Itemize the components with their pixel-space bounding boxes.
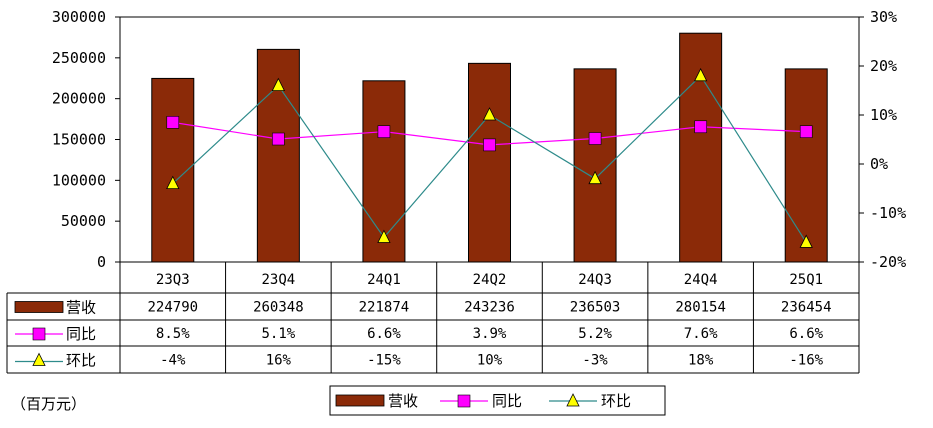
left-axis-tick-label: 0	[97, 253, 106, 271]
category-label-24Q3: 24Q3	[578, 272, 612, 288]
legend-key-yoy-marker	[457, 394, 471, 408]
bar-24Q2	[468, 62, 511, 263]
yoy-point-24Q4	[694, 120, 707, 134]
right-axis-tick-label: -10%	[870, 204, 906, 222]
category-label-24Q4: 24Q4	[684, 272, 718, 288]
category-label-24Q1: 24Q1	[367, 272, 401, 288]
table-cell-yoy-25Q1: 6.6%	[789, 326, 823, 342]
left-axis-tick-label: 200000	[52, 90, 106, 108]
table-cell-revenue-24Q1: 221874	[359, 300, 410, 316]
table-key-yoy-marker	[32, 327, 46, 341]
table-cell-qoq-24Q4: 18%	[688, 353, 714, 369]
qoq-point-24Q2	[482, 107, 497, 121]
table-cell-revenue-23Q4: 260348	[253, 300, 304, 316]
table-cell-qoq-25Q1: -16%	[789, 353, 823, 369]
category-label-23Q4: 23Q4	[261, 272, 295, 288]
qoq-point-23Q4	[271, 77, 286, 91]
category-label-23Q3: 23Q3	[156, 272, 190, 288]
table-cell-yoy-24Q4: 7.6%	[684, 326, 718, 342]
right-axis-tick-label: 0%	[870, 155, 888, 173]
yoy-point-24Q1	[377, 125, 391, 138]
qoq-point-24Q4	[693, 67, 708, 82]
qoq-point-24Q1	[377, 229, 391, 243]
table-key-qoq-marker	[32, 352, 46, 366]
table-cell-yoy-23Q3: 8.5%	[156, 326, 190, 342]
table-cell-yoy-24Q3: 5.2%	[578, 326, 612, 342]
table-cell-revenue-24Q3: 236503	[570, 300, 621, 316]
right-axis-tick-label: 10%	[870, 106, 897, 124]
table-cell-qoq-23Q4: 16%	[266, 353, 292, 369]
table-cell-revenue-24Q4: 280154	[675, 300, 726, 316]
table-cell-yoy-24Q2: 3.9%	[473, 326, 507, 342]
table-key-revenue	[14, 301, 64, 313]
category-label-24Q2: 24Q2	[473, 272, 507, 288]
bar-23Q4	[256, 48, 300, 263]
right-axis-tick-label: 30%	[870, 8, 897, 26]
table-cell-qoq-24Q3: -3%	[582, 353, 608, 369]
bar-24Q3	[573, 68, 617, 263]
yoy-point-23Q3	[166, 116, 180, 129]
legend-label-revenue: 营收	[388, 392, 418, 410]
table-cell-qoq-24Q1: -15%	[367, 353, 401, 369]
qoq-point-25Q1	[799, 234, 813, 248]
right-axis-tick-label: -20%	[870, 253, 906, 271]
table-row-label-revenue: 营收	[66, 299, 96, 317]
left-axis-tick-label: 150000	[52, 131, 106, 149]
table-cell-revenue-25Q1: 236454	[781, 300, 832, 316]
unit-label: （百万元）	[11, 395, 86, 413]
yoy-point-23Q4	[272, 132, 285, 146]
left-axis-tick-label: 300000	[52, 8, 106, 26]
right-axis-tick-label: 20%	[870, 57, 897, 75]
bar-25Q1	[784, 68, 828, 263]
legend-label-yoy: 同比	[492, 392, 522, 410]
legend-key-qoq-marker	[566, 393, 580, 407]
legend-key-revenue	[335, 394, 385, 407]
yoy-point-24Q2	[483, 138, 496, 152]
table-row-label-qoq: 环比	[66, 352, 96, 370]
legend-label-qoq: 环比	[601, 392, 631, 410]
table-cell-revenue-23Q3: 224790	[147, 300, 198, 316]
table-cell-qoq-23Q3: -4%	[160, 353, 186, 369]
table-cell-yoy-24Q1: 6.6%	[367, 326, 401, 342]
qoq-point-23Q3	[166, 175, 180, 190]
category-label-25Q1: 25Q1	[789, 272, 823, 288]
qoq-point-24Q3	[588, 170, 602, 185]
legend-box	[329, 385, 666, 416]
left-axis-tick-label: 50000	[61, 212, 106, 230]
yoy-point-25Q1	[799, 125, 813, 138]
table-row-label-yoy: 同比	[66, 325, 96, 343]
table-cell-qoq-24Q2: 10%	[477, 353, 503, 369]
table-cell-yoy-23Q4: 5.1%	[261, 326, 295, 342]
table-cell-revenue-24Q2: 243236	[464, 300, 515, 316]
bar-24Q4	[679, 32, 723, 263]
left-axis-tick-label: 250000	[52, 49, 106, 67]
yoy-point-24Q3	[588, 132, 602, 145]
left-axis-tick-label: 100000	[52, 171, 106, 189]
